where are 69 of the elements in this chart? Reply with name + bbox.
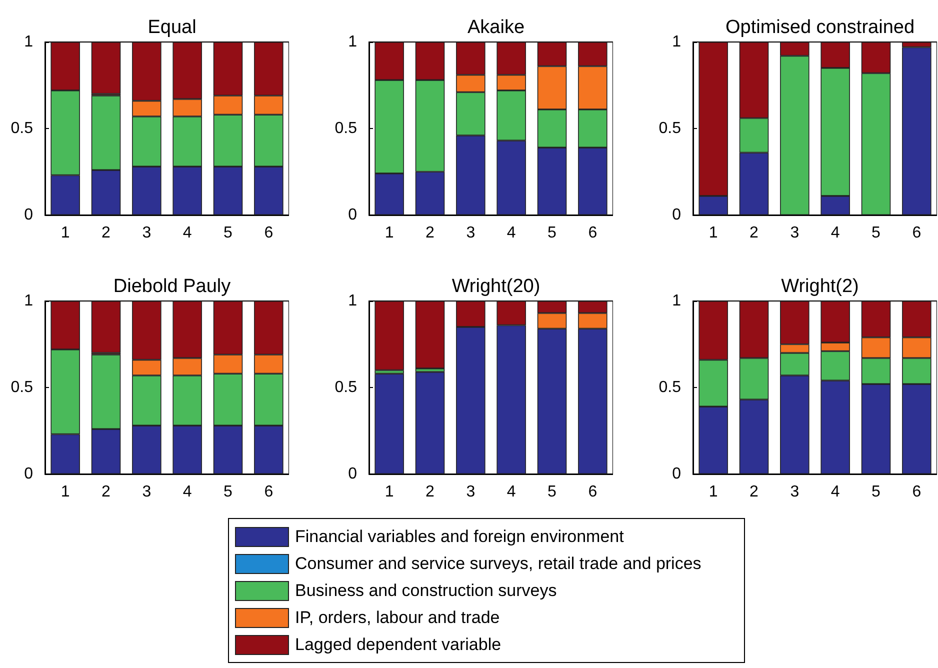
x-tick-label: 3 [142, 224, 152, 242]
x-tick-label: 5 [224, 224, 233, 242]
legend-label: Business and construction surveys [295, 580, 557, 600]
x-tick-label: 6 [264, 484, 274, 500]
bar [415, 301, 445, 368]
y-tick-label: 0 [24, 466, 34, 482]
x-tick-label: 4 [182, 224, 192, 242]
x-tick-label: 1 [60, 224, 70, 242]
x-tick-label: 4 [830, 224, 840, 242]
legend-label: Consumer and service surveys, retail trade and prices [295, 554, 702, 574]
y-tick-label: 0.5 [658, 120, 682, 137]
y-tick-label: 0.5 [10, 379, 34, 396]
x-tick-label: 2 [750, 224, 759, 242]
y-tick-label: 0 [672, 466, 682, 482]
y-tick-label: 0 [348, 466, 358, 482]
x-tick-label: 1 [708, 224, 718, 242]
x-tick-label: 2 [426, 484, 435, 500]
x-tick-label: 5 [872, 224, 881, 242]
x-tick-label: 2 [426, 224, 435, 242]
x-tick-label: 5 [872, 484, 881, 500]
x-tick-label: 2 [750, 484, 759, 500]
chart-title: Optimised constrained [725, 17, 915, 38]
y-tick-label: 1 [672, 292, 682, 310]
x-tick-label: 3 [142, 484, 152, 500]
y-tick-label: 1 [24, 292, 34, 310]
x-tick-label: 2 [102, 224, 111, 242]
x-tick-label: 5 [548, 484, 557, 500]
chart-title: Diebold Pauly [113, 276, 232, 297]
x-tick-label: 1 [60, 484, 70, 500]
x-tick-label: 4 [506, 484, 516, 500]
x-tick-label: 5 [548, 224, 557, 242]
x-tick-label: 4 [182, 484, 192, 500]
bar [374, 301, 404, 370]
legend-label: Financial variables and foreign environment [295, 526, 624, 546]
y-tick-label: 1 [672, 34, 682, 50]
bar [374, 374, 404, 474]
x-tick-label: 4 [506, 224, 516, 242]
x-tick-label: 3 [466, 224, 476, 242]
y-tick-label: 1 [348, 292, 358, 310]
y-tick-label: 0.5 [10, 120, 34, 137]
x-tick-label: 1 [708, 484, 718, 500]
x-tick-label: 1 [384, 484, 394, 500]
x-tick-label: 2 [102, 484, 111, 500]
x-tick-label: 6 [912, 224, 922, 242]
y-tick-label: 1 [24, 34, 34, 50]
legend-label: Lagged dependent variable [295, 634, 502, 654]
bar [415, 372, 445, 474]
x-tick-label: 4 [830, 484, 840, 500]
x-tick-label: 3 [790, 224, 800, 242]
x-tick-label: 6 [264, 224, 274, 242]
y-tick-label: 0 [24, 206, 34, 224]
x-tick-label: 6 [588, 484, 598, 500]
x-tick-label: 5 [224, 484, 233, 500]
y-tick-label: 0.5 [658, 379, 682, 396]
y-tick-label: 1 [348, 34, 358, 50]
y-tick-label: 0 [672, 206, 682, 224]
y-tick-label: 0.5 [334, 379, 358, 396]
chart-title: Equal [148, 17, 196, 38]
chart-title: Wright(2) [781, 276, 859, 297]
x-tick-label: 6 [912, 484, 922, 500]
chart-title: Wright(20) [452, 276, 540, 297]
x-tick-label: 1 [384, 224, 394, 242]
x-tick-label: 6 [588, 224, 598, 242]
chart-title: Akaike [467, 17, 525, 38]
y-tick-label: 0 [348, 206, 358, 224]
x-tick-label: 3 [466, 484, 476, 500]
x-tick-label: 3 [790, 484, 800, 500]
legend-label: IP, orders, labour and trade [295, 608, 500, 628]
y-tick-label: 0.5 [334, 120, 358, 137]
